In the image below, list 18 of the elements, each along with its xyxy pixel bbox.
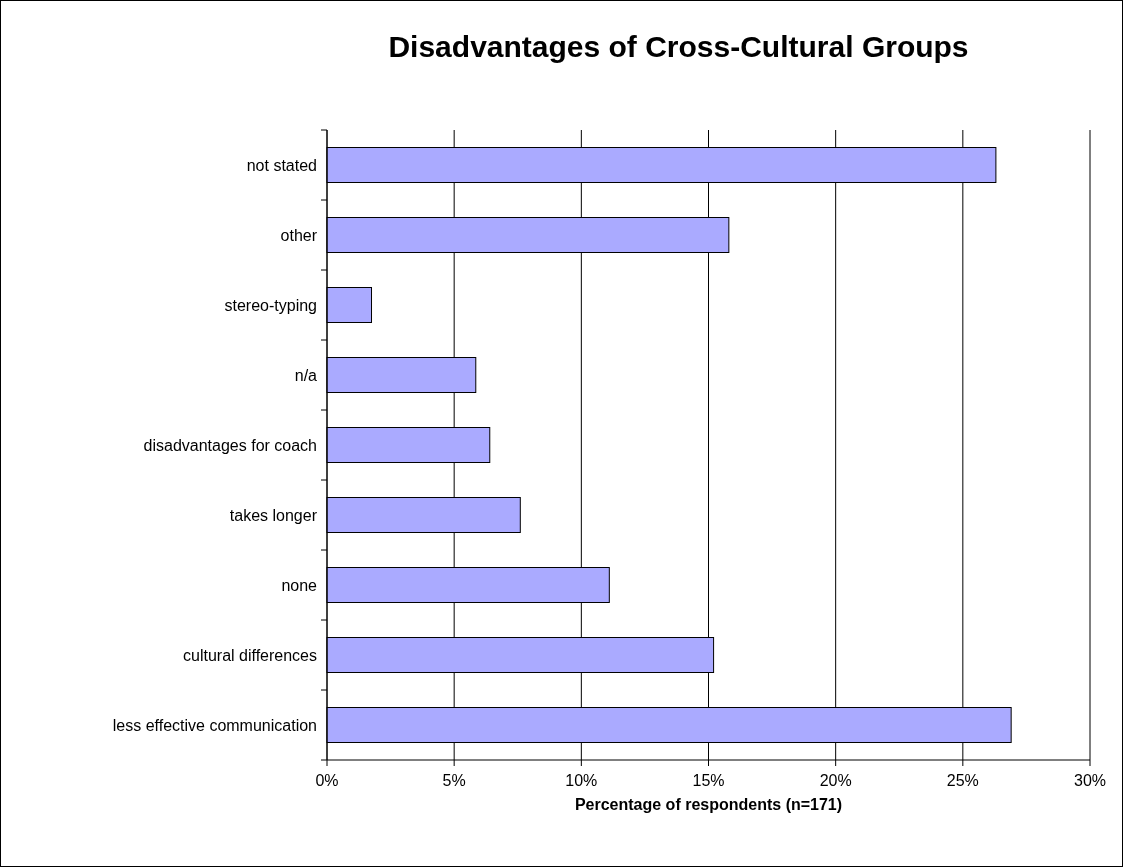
y-tick-label: not stated [246,156,317,174]
y-tick-label: n/a [294,366,318,384]
y-tick-label: less effective communication [112,716,317,734]
x-tick-label: 0% [315,772,339,789]
y-tick-label: other [280,226,318,244]
y-tick-label: stereo-typing [224,296,317,314]
x-tick-label: 10% [565,772,598,789]
chart-title: Disadvantages of Cross-Cultural Groups [388,30,969,63]
y-tick-label: none [281,576,318,594]
x-tick-label: 20% [819,772,852,789]
x-tick-label: 25% [946,772,979,789]
y-tick-label: cultural differences [183,646,317,664]
x-axis-title: Percentage of respondents (n=171) [574,796,843,813]
x-tick-label: 5% [442,772,466,789]
y-tick-label: disadvantages for coach [143,436,317,454]
y-tick-label: takes longer [229,506,318,524]
x-tick-label: 30% [1073,772,1107,789]
x-tick-label: 15% [692,772,725,789]
